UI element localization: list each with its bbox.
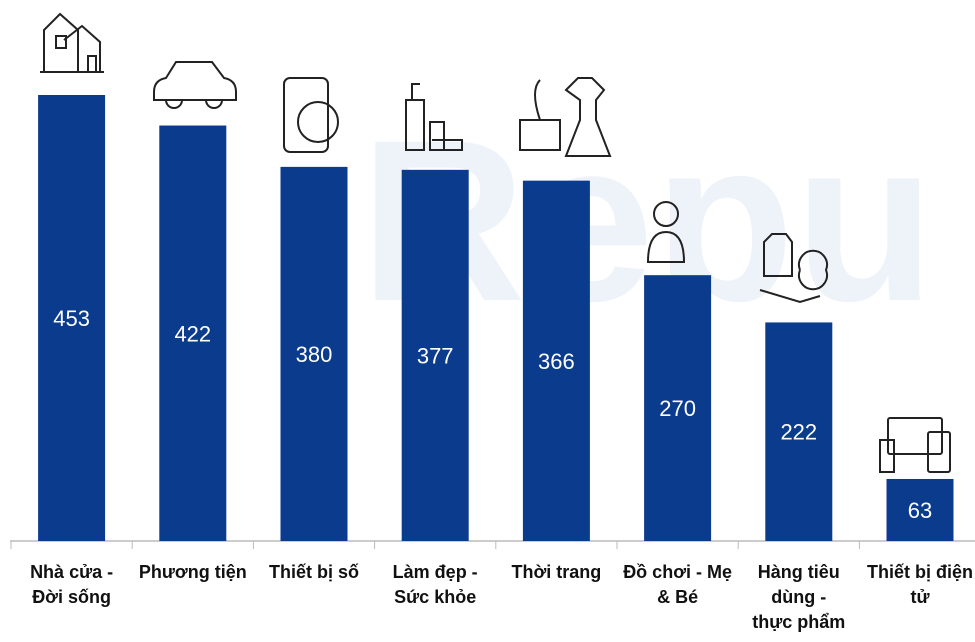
x-tick-label: Nhà cửa - Đời sống	[30, 562, 114, 607]
x-tick-label: Hàng tiêu dùng - thực phẩm	[752, 562, 846, 632]
bar	[159, 125, 227, 542]
value-label: 366	[538, 349, 575, 374]
value-label: 422	[174, 321, 211, 346]
bar	[522, 180, 590, 541]
bar	[765, 322, 833, 541]
x-tick-label: Thời trang	[511, 562, 602, 582]
x-tick-label: Làm đẹp - Sức khỏe	[392, 562, 478, 607]
value-label: 222	[780, 420, 817, 445]
icons	[40, 12, 951, 473]
value-label: 380	[296, 342, 333, 367]
bar	[886, 478, 954, 541]
x-tick-label: Phương tiện	[138, 562, 247, 582]
x-tick-label: Thiết bị điện tử	[867, 562, 973, 607]
x-tick-label: Thiết bị số	[269, 562, 359, 582]
bar	[38, 95, 106, 541]
x-tick-label: Đồ chơi - Mẹ & Bé	[623, 562, 732, 607]
value-label: 63	[908, 498, 932, 523]
bar	[644, 275, 712, 541]
value-label: 377	[417, 343, 454, 368]
value-label: 270	[659, 396, 696, 421]
value-label: 453	[53, 306, 90, 331]
bar	[401, 169, 469, 541]
bar	[280, 166, 348, 542]
